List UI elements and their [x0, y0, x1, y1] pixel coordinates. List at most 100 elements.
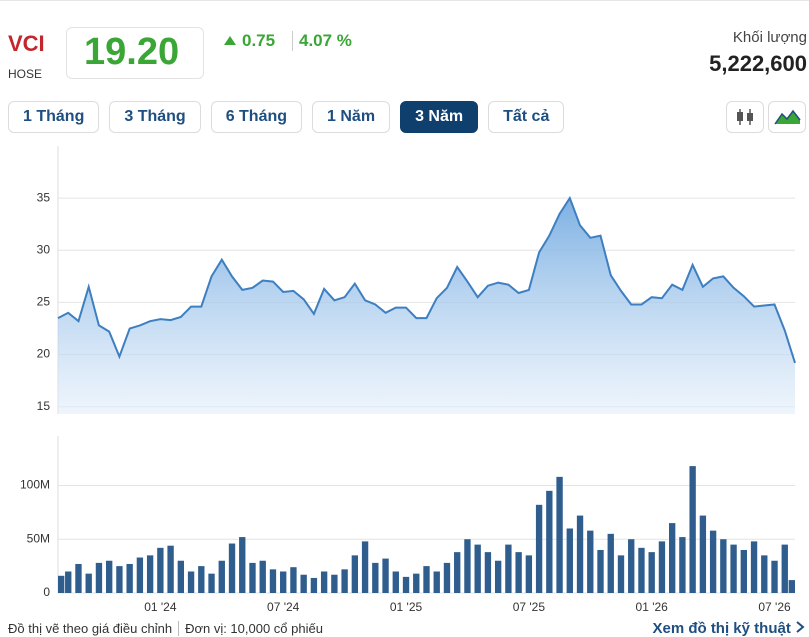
candle-icon[interactable] [726, 101, 764, 133]
volume-bar [525, 555, 533, 593]
volume-label: Khối lượng [732, 29, 807, 46]
volume-bar [607, 533, 614, 593]
volume-bar [566, 528, 573, 593]
volume-bar [484, 552, 492, 593]
volume: 5,222,600 [709, 51, 807, 76]
volume-bar [126, 563, 133, 593]
volume-bar [85, 573, 92, 593]
volume-bar [443, 562, 451, 593]
volume-bar [187, 571, 195, 593]
candle-glyph [737, 109, 753, 125]
volume-bar [709, 530, 717, 593]
volume-bar [177, 560, 185, 593]
range-button[interactable]: 1 Tháng [8, 101, 100, 133]
y-tick-label: 35 [37, 190, 51, 204]
x-tick-label: 01 '24 [144, 600, 177, 614]
y-tick-label: 0 [43, 585, 50, 599]
technical-link[interactable]: Xem đồ thị kỹ thuật [652, 620, 805, 637]
change-percent: 4.07 % [292, 31, 352, 51]
area-fill [58, 198, 795, 414]
volume-bar [494, 560, 502, 593]
volume-bar [341, 569, 348, 593]
volume-bar [372, 562, 379, 593]
x-tick-label: 07 '25 [513, 600, 546, 614]
footer-note: Đồ thị vẽ theo giá điều chỉnh [8, 621, 173, 636]
volume-bar [505, 544, 512, 593]
volume-bar [75, 563, 82, 593]
volume-bar [750, 541, 758, 593]
volume-bar [208, 573, 215, 593]
y-tick-label: 25 [37, 295, 51, 309]
range-button[interactable]: 6 Tháng [210, 101, 303, 133]
volume-bar [290, 567, 297, 593]
y-tick-label: 30 [37, 242, 51, 256]
volume-bar [382, 558, 389, 593]
x-tick-label: 01 '25 [390, 600, 423, 614]
y-tick-label: 15 [37, 399, 51, 413]
range-button[interactable]: 3 Tháng [109, 101, 201, 133]
chevron [796, 621, 805, 633]
area-glyph [774, 109, 801, 125]
range-button[interactable]: 3 Năm [400, 101, 479, 133]
volume-bar [392, 571, 399, 593]
price-box [66, 27, 204, 79]
volume-bar [689, 466, 696, 593]
volume-bar [454, 552, 461, 593]
volume-bar [300, 574, 307, 593]
price-line [57, 195, 796, 364]
volume-bar [679, 537, 686, 593]
volume-bar [423, 566, 430, 593]
volume-bar [157, 547, 164, 593]
volume-bar [136, 557, 144, 593]
area-icon[interactable] [768, 101, 806, 133]
volume-bar [198, 566, 205, 593]
volume-bar [587, 530, 594, 593]
range-button[interactable]: 1 Năm [312, 101, 391, 133]
volume-bar [720, 539, 727, 593]
up-arrow [224, 36, 236, 45]
volume-bar [617, 555, 625, 593]
volume-bar [310, 577, 318, 593]
volume-bar [116, 566, 123, 593]
volume-bar [597, 549, 604, 593]
volume-bar [474, 544, 481, 593]
volume-bar [259, 560, 266, 593]
volume-bar [788, 580, 795, 593]
volume-bar [638, 547, 645, 593]
volume-bar [515, 552, 522, 593]
y-tick-label: 100M [20, 478, 50, 492]
volume-bar [167, 545, 174, 593]
x-tick-label: 07 '26 [758, 600, 791, 614]
link-text[interactable]: Xem đồ thị kỹ thuật [652, 620, 791, 637]
x-tick-label: 01 '26 [636, 600, 669, 614]
range-button[interactable]: Tất cả [488, 101, 565, 133]
volume-bar [761, 555, 768, 593]
x-tick-label: 07 '24 [267, 600, 300, 614]
y-tick-label: 50M [27, 531, 50, 545]
exchange: HOSE [8, 67, 43, 81]
volume-bar [146, 555, 154, 593]
volume-bar [771, 560, 778, 593]
range-buttons: 1 Tháng 3 Tháng 6 Tháng 1 Năm 3 Năm Tất cả [8, 101, 565, 133]
volume-bar [351, 555, 359, 593]
volume-bar [628, 539, 635, 593]
volume-bar [433, 571, 440, 593]
footer-unit: Đơn vị: 10,000 cổ phiếu [178, 621, 323, 636]
volume-bar [239, 537, 246, 593]
volume-bar [58, 575, 65, 593]
volume-bar [95, 562, 103, 593]
price-change: 0.75 [242, 31, 276, 50]
volume-bar [228, 543, 236, 593]
volume-bar [546, 490, 553, 593]
volume-bar [361, 541, 369, 593]
volume-bar [535, 504, 543, 593]
footer: Đồ thị vẽ theo giá điều chỉnh Đơn vị: 10… [8, 621, 323, 636]
volume-bar [699, 515, 707, 593]
y-tick-label: 20 [37, 347, 51, 361]
volume-bar [781, 544, 788, 593]
volume-bar [269, 569, 277, 593]
volume-bar [106, 560, 113, 593]
volume-bar [668, 523, 676, 593]
